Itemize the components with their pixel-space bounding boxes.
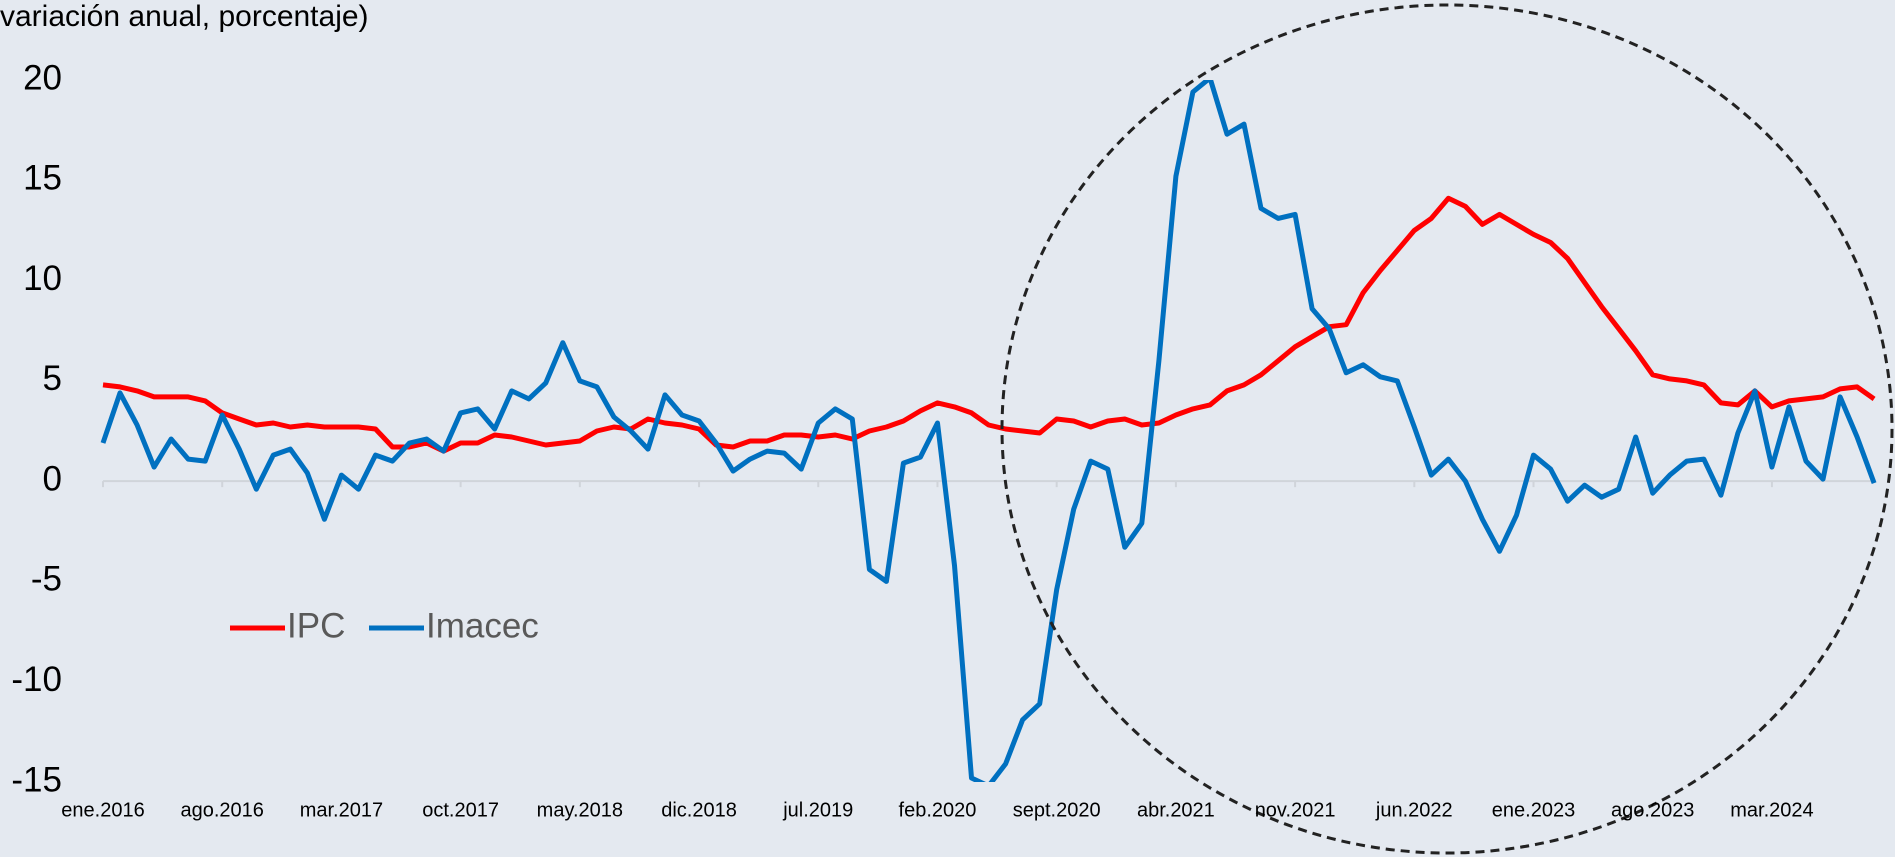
- x-tick-label: dic.2018: [661, 799, 737, 821]
- highlight-ellipse: [1000, 3, 1894, 855]
- y-tick-label: 0: [43, 459, 62, 498]
- x-tick-label: mar.2024: [1730, 799, 1813, 821]
- y-tick-label: -5: [31, 560, 62, 599]
- y-tick-label: 15: [23, 159, 62, 198]
- x-tick-label: feb.2020: [899, 799, 977, 821]
- x-tick-label: mar.2017: [300, 799, 383, 821]
- series-line: [100, 80, 1877, 782]
- y-tick-label: 20: [23, 58, 62, 97]
- x-tick-label: ago.2016: [180, 799, 263, 821]
- y-tick-label: 10: [23, 259, 62, 298]
- x-tick-label: ene.2016: [61, 799, 144, 821]
- x-tick-label: jun.2022: [1375, 799, 1453, 821]
- y-tick-label: 5: [43, 359, 62, 398]
- series-line: [102, 195, 1876, 454]
- x-tick-label: abr.2021: [1137, 799, 1215, 821]
- x-tick-label: nov.2021: [1255, 799, 1336, 821]
- subtitle: (variación anual, porcentaje): [0, 0, 369, 33]
- x-tick-label: sept.2020: [1013, 799, 1101, 821]
- y-tick-label: -10: [11, 660, 62, 699]
- x-tick-label: jul.2019: [782, 799, 853, 821]
- legend-label: Imacec: [426, 606, 539, 645]
- x-tick-label: may.2018: [537, 799, 623, 821]
- y-tick-label: -15: [11, 760, 62, 799]
- x-tick-label: ene.2023: [1492, 799, 1575, 821]
- legend-label: IPC: [287, 606, 345, 645]
- x-tick-label: ago.2023: [1611, 799, 1694, 821]
- x-tick-label: oct.2017: [422, 799, 499, 821]
